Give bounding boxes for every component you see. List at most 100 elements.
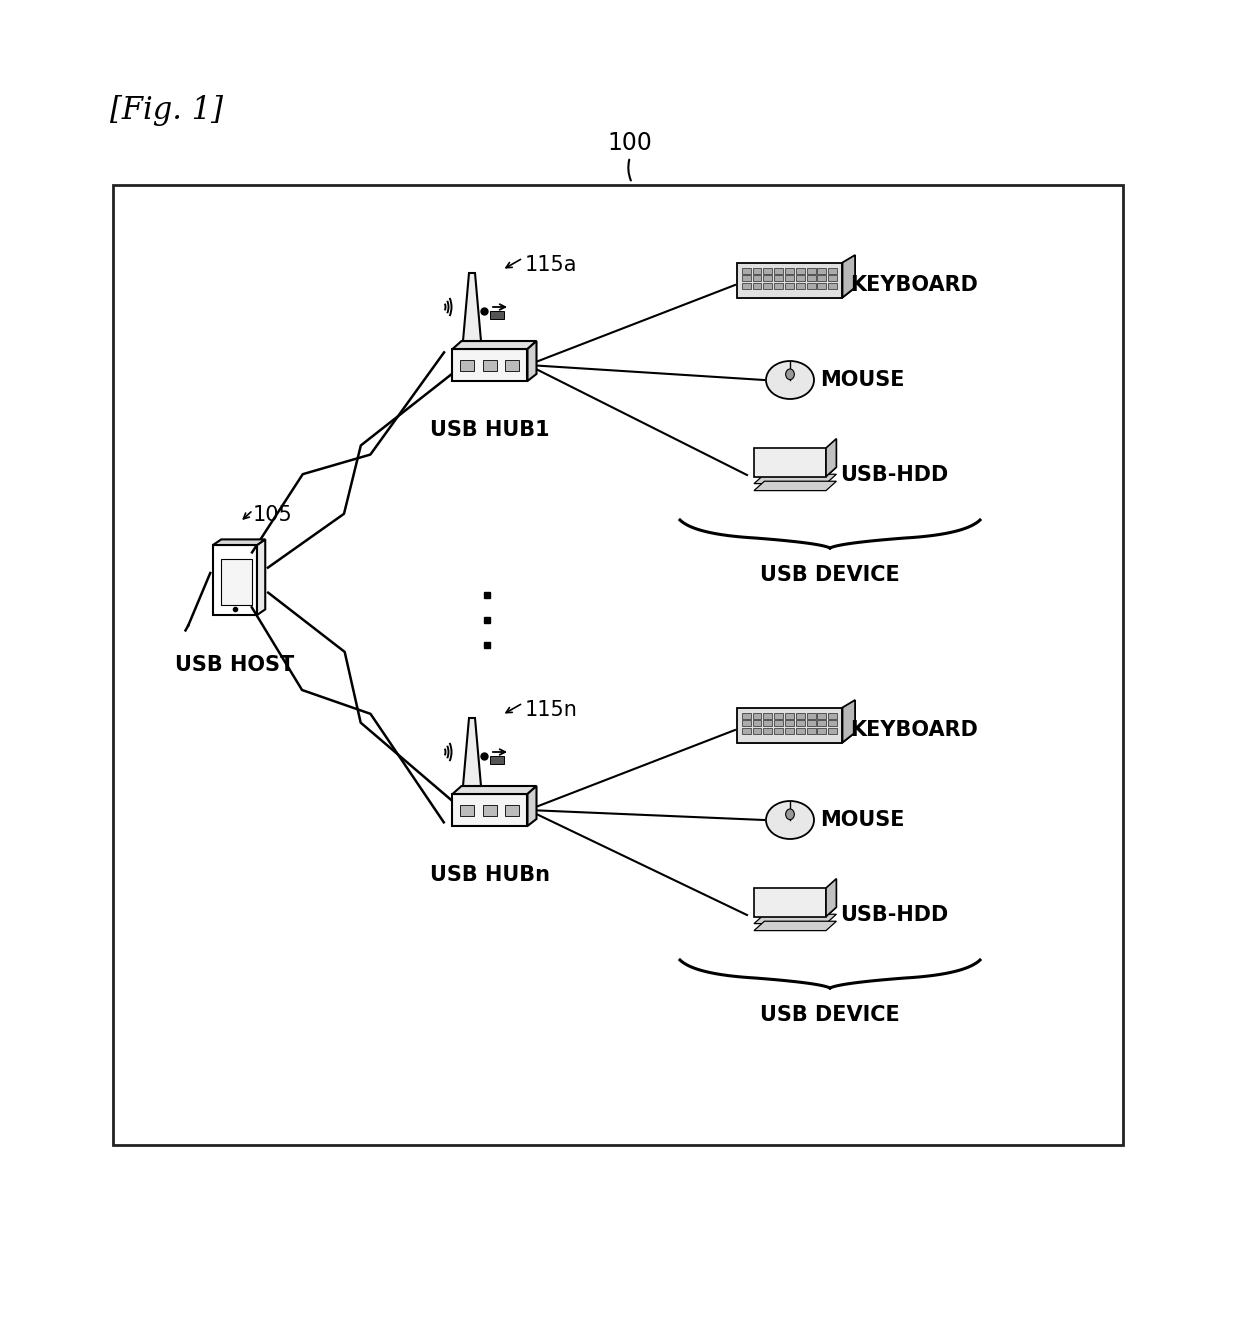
Bar — [460, 360, 475, 371]
Polygon shape — [817, 721, 826, 726]
Text: USB HOST: USB HOST — [175, 654, 295, 676]
Text: KEYBOARD: KEYBOARD — [849, 275, 978, 295]
Ellipse shape — [786, 368, 795, 379]
Polygon shape — [754, 467, 837, 476]
Bar — [490, 311, 503, 319]
Text: USB-HDD: USB-HDD — [839, 465, 949, 485]
Polygon shape — [764, 275, 773, 281]
Polygon shape — [806, 713, 816, 718]
Polygon shape — [742, 728, 750, 734]
Polygon shape — [257, 540, 265, 614]
Polygon shape — [806, 275, 816, 281]
Polygon shape — [527, 786, 537, 826]
Polygon shape — [742, 283, 750, 289]
Polygon shape — [753, 713, 761, 718]
Ellipse shape — [766, 360, 813, 399]
Polygon shape — [774, 728, 784, 734]
Polygon shape — [764, 728, 773, 734]
Polygon shape — [754, 888, 826, 916]
Polygon shape — [806, 728, 816, 734]
Bar — [484, 360, 497, 371]
Text: USB DEVICE: USB DEVICE — [760, 565, 900, 585]
Polygon shape — [527, 340, 537, 380]
Polygon shape — [742, 721, 750, 726]
Bar — [484, 805, 497, 817]
Polygon shape — [753, 267, 761, 274]
Polygon shape — [796, 275, 805, 281]
Polygon shape — [796, 283, 805, 289]
Polygon shape — [817, 728, 826, 734]
Text: 105: 105 — [253, 505, 293, 525]
Text: 115a: 115a — [525, 255, 578, 275]
Polygon shape — [742, 713, 750, 718]
Bar — [460, 805, 475, 817]
Polygon shape — [796, 713, 805, 718]
Polygon shape — [806, 721, 816, 726]
Polygon shape — [817, 267, 826, 274]
Polygon shape — [754, 914, 837, 923]
Text: 100: 100 — [608, 130, 652, 156]
Polygon shape — [754, 448, 826, 476]
Polygon shape — [738, 287, 856, 298]
Text: MOUSE: MOUSE — [820, 370, 904, 390]
Polygon shape — [785, 713, 794, 718]
Polygon shape — [753, 728, 761, 734]
Polygon shape — [738, 262, 842, 298]
Polygon shape — [764, 713, 773, 718]
Polygon shape — [453, 348, 527, 380]
Polygon shape — [785, 267, 794, 274]
Polygon shape — [842, 255, 856, 298]
Polygon shape — [774, 713, 784, 718]
Bar — [506, 805, 520, 817]
Polygon shape — [785, 728, 794, 734]
Polygon shape — [796, 721, 805, 726]
Polygon shape — [774, 283, 784, 289]
Polygon shape — [826, 879, 837, 916]
Polygon shape — [828, 713, 837, 718]
Polygon shape — [806, 283, 816, 289]
Polygon shape — [453, 794, 527, 826]
Polygon shape — [842, 700, 856, 742]
Polygon shape — [764, 283, 773, 289]
Polygon shape — [742, 275, 750, 281]
Text: USB DEVICE: USB DEVICE — [760, 1005, 900, 1025]
Polygon shape — [806, 267, 816, 274]
Polygon shape — [828, 721, 837, 726]
Polygon shape — [774, 275, 784, 281]
Text: USB-HDD: USB-HDD — [839, 904, 949, 924]
Polygon shape — [828, 728, 837, 734]
Polygon shape — [785, 721, 794, 726]
Polygon shape — [785, 283, 794, 289]
Polygon shape — [453, 340, 537, 348]
Polygon shape — [213, 540, 265, 545]
Polygon shape — [754, 922, 837, 931]
Polygon shape — [738, 733, 856, 742]
Polygon shape — [738, 708, 842, 742]
Text: KEYBOARD: KEYBOARD — [849, 720, 978, 739]
Polygon shape — [817, 713, 826, 718]
Polygon shape — [796, 267, 805, 274]
Polygon shape — [817, 283, 826, 289]
Polygon shape — [785, 275, 794, 281]
Bar — [490, 755, 503, 763]
Polygon shape — [453, 786, 537, 794]
Text: [Fig. 1]: [Fig. 1] — [110, 94, 223, 126]
Polygon shape — [817, 275, 826, 281]
Polygon shape — [764, 267, 773, 274]
Polygon shape — [774, 267, 784, 274]
Polygon shape — [764, 721, 773, 726]
Text: USB HUBn: USB HUBn — [430, 864, 551, 884]
Bar — [113, 185, 1123, 1145]
Polygon shape — [754, 475, 837, 484]
Polygon shape — [463, 718, 481, 786]
Polygon shape — [828, 283, 837, 289]
Polygon shape — [221, 559, 252, 605]
Text: MOUSE: MOUSE — [820, 810, 904, 830]
Text: 115n: 115n — [525, 700, 578, 720]
Polygon shape — [828, 267, 837, 274]
Polygon shape — [753, 283, 761, 289]
Ellipse shape — [766, 801, 813, 839]
Polygon shape — [754, 481, 837, 491]
Polygon shape — [826, 439, 837, 476]
Polygon shape — [828, 275, 837, 281]
